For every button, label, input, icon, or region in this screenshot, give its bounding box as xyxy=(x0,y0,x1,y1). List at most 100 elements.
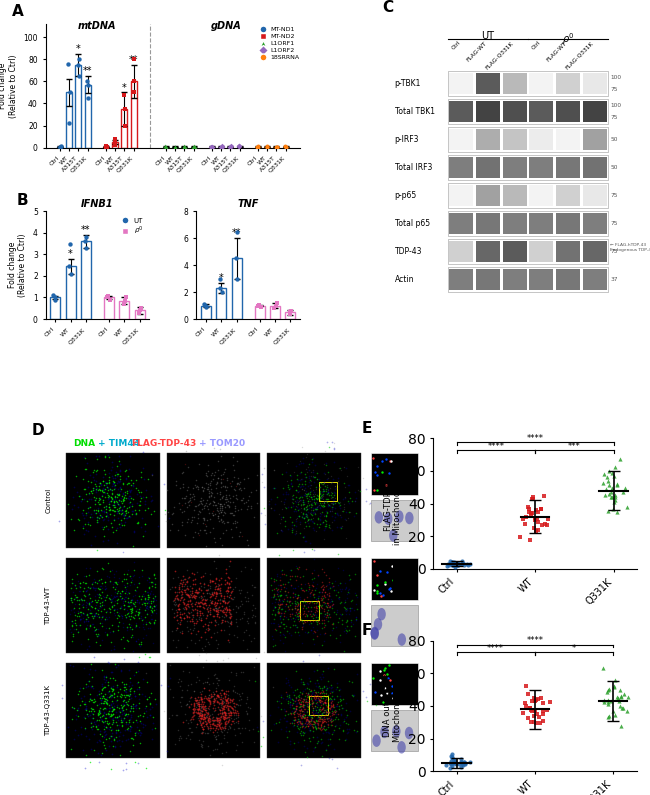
Point xyxy=(80,762,90,774)
Point xyxy=(120,515,131,528)
Point xyxy=(219,700,229,713)
Point xyxy=(179,607,189,619)
Point xyxy=(318,701,328,714)
Point xyxy=(103,684,114,697)
Point xyxy=(144,698,155,711)
Point xyxy=(84,599,95,611)
Point xyxy=(146,576,157,588)
Point xyxy=(75,584,86,597)
Point xyxy=(188,708,199,721)
Point xyxy=(81,576,91,589)
Point xyxy=(447,556,457,568)
Point xyxy=(199,711,209,723)
Point xyxy=(211,714,221,727)
Point xyxy=(297,727,307,739)
Point xyxy=(314,486,324,498)
Point xyxy=(73,598,84,611)
Point xyxy=(131,482,141,494)
Point xyxy=(299,727,309,739)
Point xyxy=(112,476,122,489)
Point xyxy=(134,696,144,709)
Point xyxy=(285,599,296,612)
Point xyxy=(113,723,124,735)
Point xyxy=(189,598,200,611)
Point xyxy=(215,531,226,544)
Point xyxy=(292,720,302,733)
Point xyxy=(229,591,239,603)
Point xyxy=(229,696,239,709)
Point xyxy=(323,483,333,496)
Point xyxy=(107,480,118,493)
Point xyxy=(90,582,101,595)
Text: *: * xyxy=(122,83,127,93)
Point xyxy=(209,499,220,512)
Point xyxy=(319,715,330,727)
Point xyxy=(322,717,332,730)
Point xyxy=(167,580,177,593)
Point xyxy=(219,506,229,519)
Point xyxy=(142,607,152,620)
Point xyxy=(94,704,104,717)
Point xyxy=(292,588,303,601)
Point xyxy=(188,568,199,580)
Point xyxy=(310,694,320,707)
Point xyxy=(148,595,159,608)
Point xyxy=(285,570,295,583)
Point xyxy=(608,495,619,508)
Point xyxy=(188,591,199,603)
Point xyxy=(322,607,332,619)
Point xyxy=(289,518,299,531)
Point xyxy=(144,599,155,612)
Point xyxy=(292,468,303,481)
Point xyxy=(140,647,151,660)
Point xyxy=(92,708,103,721)
Point xyxy=(200,712,211,724)
Point xyxy=(203,727,213,739)
Point xyxy=(278,511,288,524)
Point xyxy=(280,605,290,618)
Point xyxy=(209,719,219,731)
Bar xyxy=(75,64,81,148)
Point xyxy=(83,475,93,487)
Point xyxy=(305,615,315,627)
Point xyxy=(328,456,339,469)
Point xyxy=(103,514,114,526)
Point xyxy=(86,580,96,593)
Point xyxy=(213,573,224,586)
Point xyxy=(173,603,183,615)
Point xyxy=(202,708,212,721)
Point xyxy=(274,606,284,619)
Point xyxy=(344,574,354,587)
Point xyxy=(319,704,330,716)
Point xyxy=(210,508,220,521)
Point xyxy=(269,601,280,614)
Point xyxy=(109,603,119,615)
Point xyxy=(316,704,326,716)
Point xyxy=(118,763,128,776)
Point xyxy=(323,692,333,705)
Point xyxy=(315,693,326,706)
Point xyxy=(198,598,208,611)
Point xyxy=(324,738,335,750)
Point xyxy=(165,583,176,595)
Point xyxy=(120,762,131,775)
Point xyxy=(214,702,224,715)
Point xyxy=(214,498,225,510)
Bar xyxy=(167,663,260,758)
Point xyxy=(94,629,104,642)
Point xyxy=(601,483,612,495)
Point xyxy=(330,510,341,523)
Point xyxy=(168,595,178,607)
Point xyxy=(223,723,233,735)
Point xyxy=(174,579,185,591)
Point xyxy=(209,695,220,708)
Point xyxy=(335,462,345,475)
Point xyxy=(316,712,326,725)
Point xyxy=(303,506,313,518)
Point xyxy=(277,525,287,537)
Point xyxy=(110,136,120,149)
Point xyxy=(73,514,84,526)
Point xyxy=(535,716,545,729)
Point xyxy=(127,590,138,603)
Point xyxy=(108,478,118,491)
